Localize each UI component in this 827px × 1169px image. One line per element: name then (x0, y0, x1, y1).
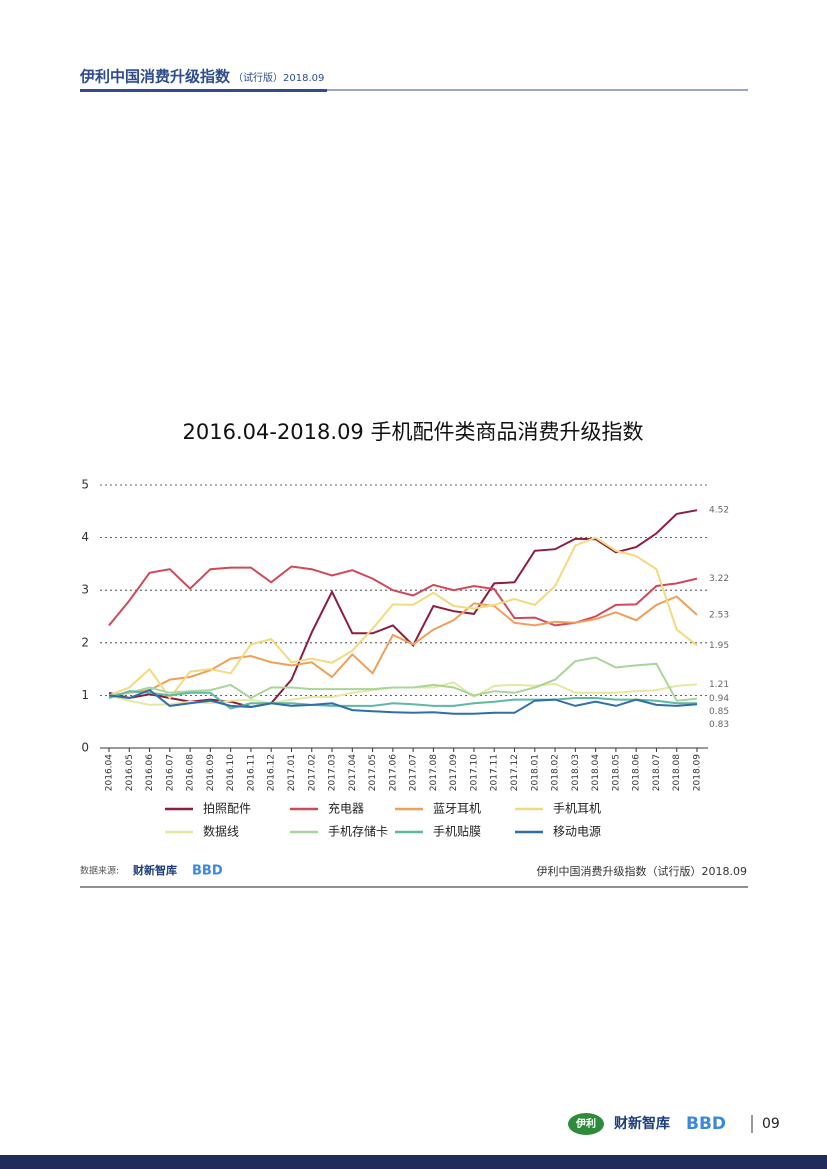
end-label: 2.53 (709, 610, 729, 620)
y-tick-label: 3 (81, 583, 89, 597)
end-label: 0.83 (709, 720, 729, 730)
y-tick-label: 1 (81, 688, 89, 702)
series-line (108, 690, 697, 710)
end-label: 3.22 (709, 574, 729, 584)
page-number: 09 (762, 1116, 780, 1132)
source-label: 数据来源: (80, 865, 119, 877)
x-tick-label: 2016.10 (226, 754, 236, 791)
x-tick-label: 2016.04 (105, 754, 115, 791)
series-line (108, 509, 698, 709)
series-line (108, 565, 698, 627)
logo-1: 伊利 (575, 1117, 596, 1130)
y-tick-label: 0 (81, 741, 89, 755)
legend-label: 充电器 (328, 801, 364, 816)
logo-3: BBD (686, 1114, 726, 1134)
x-tick-label: 2018.09 (693, 754, 703, 791)
series-line (108, 595, 698, 697)
x-tick-label: 2018.08 (672, 754, 682, 791)
legend-label: 手机耳机 (553, 802, 601, 816)
end-label: 1.21 (709, 680, 729, 690)
logo-2: 财新智库 (613, 1115, 670, 1132)
end-label: 4.52 (709, 506, 729, 516)
end-label: 1.95 (709, 641, 729, 651)
legend-label: 拍照配件 (203, 801, 251, 816)
legend-label: 移动电源 (553, 825, 601, 839)
legend-label: 手机存储卡 (328, 824, 388, 839)
x-tick-label: 2017.02 (307, 754, 317, 791)
y-tick-label: 2 (81, 635, 89, 649)
x-tick-label: 2016.08 (186, 754, 196, 791)
plot: 0 1 2 3 4 5 2016.04 2016.05 2016.06 2016.07 2016.0… (81, 478, 729, 839)
source-logo-2: BBD (192, 864, 223, 879)
footer-note: 伊利中国消费升级指数（试行版）2018.09 (537, 864, 748, 878)
x-tick-label: 2017.08 (429, 754, 439, 791)
header-title: 伊利中国消费升级指数 (79, 68, 231, 86)
series-line (108, 656, 698, 702)
x-tick-label: 2018.02 (551, 754, 561, 791)
x-tick-label: 2017.09 (449, 754, 459, 791)
y-tick-label: 5 (81, 478, 89, 492)
series-line (108, 688, 698, 715)
x-tick-label: 2016.07 (165, 754, 175, 791)
x-tick-label: 2018.06 (632, 754, 642, 791)
legend-label: 蓝牙耳机 (433, 802, 481, 816)
series-line (108, 536, 698, 700)
header-subtitle: （试行版）2018.09 (233, 71, 324, 84)
x-tick-label: 2017.03 (328, 754, 338, 791)
x-tick-label: 2017.07 (409, 754, 419, 791)
x-tick-label: 2016.06 (145, 754, 155, 791)
legend-label: 数据线 (203, 824, 239, 839)
bottom-bar (0, 1155, 827, 1169)
x-tick-label: 2017.05 (368, 754, 378, 791)
source-logo: 财新智库 (132, 863, 177, 877)
x-tick-label: 2017.04 (348, 754, 358, 791)
end-label: 0.85 (709, 707, 729, 717)
chart-title: 2016.04-2018.09 手机配件类商品消费升级指数 (183, 420, 644, 444)
x-tick-label: 2018.04 (591, 754, 601, 791)
x-tick-label: 2016.11 (246, 754, 256, 791)
legend-label: 手机贴膜 (433, 825, 481, 839)
x-tick-label: 2016.09 (206, 754, 216, 791)
x-tick-label: 2017.01 (287, 754, 297, 791)
x-tick-label: 2016.12 (267, 754, 277, 791)
x-tick-label: 2017.10 (469, 754, 479, 791)
x-tick-label: 2018.07 (652, 754, 662, 791)
x-tick-label: 2018.01 (530, 754, 540, 791)
yili-logo-bg (568, 1113, 604, 1135)
x-tick-label: 2017.11 (490, 754, 500, 791)
x-tick-label: 2017.12 (510, 754, 520, 791)
x-tick-label: 2018.05 (611, 754, 621, 791)
y-tick-label: 4 (81, 530, 89, 544)
x-tick-label: 2016.05 (125, 754, 135, 791)
x-tick-label: 2018.03 (571, 754, 581, 791)
end-label: 0.94 (709, 694, 729, 704)
x-tick-label: 2017.06 (388, 754, 398, 791)
